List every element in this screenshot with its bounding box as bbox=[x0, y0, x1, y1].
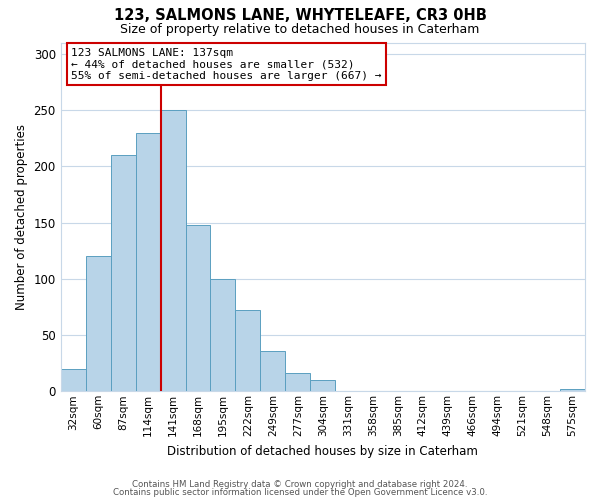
Bar bbox=[560, 389, 585, 392]
Text: 123, SALMONS LANE, WHYTELEAFE, CR3 0HB: 123, SALMONS LANE, WHYTELEAFE, CR3 0HB bbox=[113, 8, 487, 22]
Bar bbox=[260, 351, 286, 392]
Bar bbox=[211, 279, 235, 392]
Text: 123 SALMONS LANE: 137sqm
← 44% of detached houses are smaller (532)
55% of semi-: 123 SALMONS LANE: 137sqm ← 44% of detach… bbox=[71, 48, 382, 81]
Bar bbox=[61, 369, 86, 392]
Bar bbox=[161, 110, 185, 392]
Bar bbox=[235, 310, 260, 392]
Bar bbox=[86, 256, 110, 392]
X-axis label: Distribution of detached houses by size in Caterham: Distribution of detached houses by size … bbox=[167, 444, 478, 458]
Text: Contains public sector information licensed under the Open Government Licence v3: Contains public sector information licen… bbox=[113, 488, 487, 497]
Text: Contains HM Land Registry data © Crown copyright and database right 2024.: Contains HM Land Registry data © Crown c… bbox=[132, 480, 468, 489]
Text: Size of property relative to detached houses in Caterham: Size of property relative to detached ho… bbox=[121, 22, 479, 36]
Bar bbox=[185, 225, 211, 392]
Bar bbox=[286, 374, 310, 392]
Bar bbox=[110, 155, 136, 392]
Bar bbox=[310, 380, 335, 392]
Bar bbox=[136, 132, 161, 392]
Y-axis label: Number of detached properties: Number of detached properties bbox=[15, 124, 28, 310]
